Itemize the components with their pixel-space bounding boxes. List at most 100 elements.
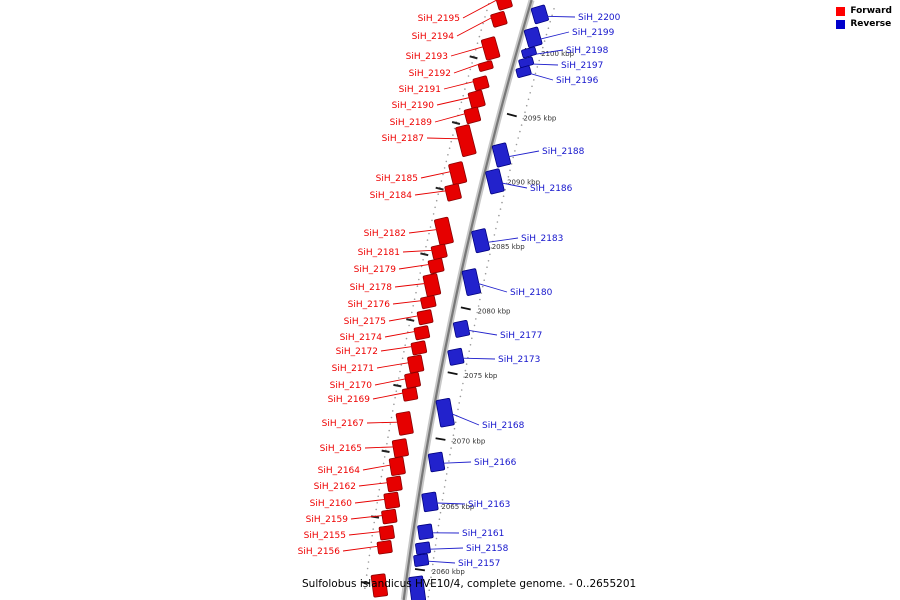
gene-label-SiH_2188[interactable]: SiH_2188 bbox=[542, 147, 585, 157]
minor-tick-dot bbox=[418, 278, 420, 281]
gene-block-SiH_2189[interactable] bbox=[463, 106, 482, 125]
gene-block-SiH_2163[interactable] bbox=[421, 491, 439, 513]
gene-block-SiH_2161[interactable] bbox=[417, 523, 434, 540]
gene-block-SiH_2157[interactable] bbox=[413, 553, 430, 567]
gene-block-SiH_2171[interactable] bbox=[407, 354, 425, 374]
gene-block-SiH_2179[interactable] bbox=[427, 257, 445, 274]
gene-block-SiH_2166[interactable] bbox=[427, 451, 446, 473]
gene-block-SiH_2195[interactable] bbox=[495, 0, 513, 11]
gene-block-SiH_2172[interactable] bbox=[410, 340, 428, 356]
gene-label-SiH_2182[interactable]: SiH_2182 bbox=[364, 229, 406, 239]
gene-label-SiH_2156[interactable]: SiH_2156 bbox=[298, 547, 341, 557]
gene-block-SiH_2191[interactable] bbox=[472, 75, 490, 91]
gene-block-SiH_2174[interactable] bbox=[413, 325, 431, 341]
gene-label-SiH_2165[interactable]: SiH_2165 bbox=[320, 444, 362, 454]
gene-block-SiH_2194[interactable] bbox=[490, 11, 508, 28]
gene-block-SiH_2162[interactable] bbox=[386, 475, 403, 493]
gene-block-SiH_2193[interactable] bbox=[480, 36, 501, 61]
gene-label-SiH_2179[interactable]: SiH_2179 bbox=[354, 265, 397, 275]
gene-block-SiH_2192[interactable] bbox=[477, 60, 494, 72]
gene-label-SiH_2158[interactable]: SiH_2158 bbox=[466, 544, 509, 554]
gene-label-SiH_2167[interactable]: SiH_2167 bbox=[322, 419, 364, 429]
gene-label-SiH_2194[interactable]: SiH_2194 bbox=[412, 32, 455, 42]
gene-label-SiH_2195[interactable]: SiH_2195 bbox=[418, 14, 460, 24]
minor-tick-dot bbox=[520, 124, 523, 126]
gene-block-SiH_2167[interactable] bbox=[395, 411, 414, 436]
minor-tick-dot bbox=[389, 423, 392, 425]
gene-block-SiH_2187[interactable] bbox=[455, 124, 477, 157]
gene-block-SiH_2190[interactable] bbox=[467, 89, 486, 109]
gene-label-SiH_2186[interactable]: SiH_2186 bbox=[530, 184, 573, 194]
minor-tick-dot bbox=[438, 518, 441, 520]
gene-block-SiH_2184[interactable] bbox=[444, 183, 462, 202]
gene-label-SiH_2191[interactable]: SiH_2191 bbox=[399, 85, 441, 95]
gene-label-SiH_2164[interactable]: SiH_2164 bbox=[318, 466, 361, 476]
gene-label-SiH_2160[interactable]: SiH_2160 bbox=[310, 499, 353, 509]
gene-block-SiH_2180[interactable] bbox=[461, 268, 482, 296]
gene-block-SiH_2156[interactable] bbox=[376, 540, 393, 555]
gene-label-SiH_2199[interactable]: SiH_2199 bbox=[572, 28, 615, 38]
gene-label-SiH_2166[interactable]: SiH_2166 bbox=[474, 458, 517, 468]
gene-label-SiH_2184[interactable]: SiH_2184 bbox=[370, 191, 413, 201]
gene-block-SiH_2169[interactable] bbox=[401, 386, 419, 402]
gene-label-SiH_2178[interactable]: SiH_2178 bbox=[350, 283, 393, 293]
gene-label-SiH_2187[interactable]: SiH_2187 bbox=[382, 134, 424, 144]
gene-label-SiH_2196[interactable]: SiH_2196 bbox=[556, 76, 599, 86]
gene-label-SiH_2176[interactable]: SiH_2176 bbox=[348, 300, 391, 310]
gene-block-SiH_2173[interactable] bbox=[447, 347, 465, 366]
gene-label-SiH_2190[interactable]: SiH_2190 bbox=[392, 101, 435, 111]
gene-label-SiH_2155[interactable]: SiH_2155 bbox=[304, 531, 346, 541]
gene-block-SiH_2175[interactable] bbox=[416, 309, 434, 326]
gene-block-SiH_2186[interactable] bbox=[485, 168, 505, 195]
gene-label-SiH_2197[interactable]: SiH_2197 bbox=[561, 61, 603, 71]
gene-label-SiH_2174[interactable]: SiH_2174 bbox=[340, 333, 383, 343]
gene-block-unlabeled[interactable] bbox=[370, 573, 389, 598]
gene-label-SiH_2157[interactable]: SiH_2157 bbox=[458, 559, 500, 569]
gene-block-SiH_2168[interactable] bbox=[435, 398, 455, 428]
gene-block-SiH_2182[interactable] bbox=[434, 216, 454, 246]
gene-label-SiH_2161[interactable]: SiH_2161 bbox=[462, 529, 504, 539]
gene-block-SiH_2181[interactable] bbox=[430, 243, 448, 260]
gene-block-SiH_2160[interactable] bbox=[383, 491, 401, 510]
gene-label-SiH_2175[interactable]: SiH_2175 bbox=[344, 317, 386, 327]
gene-label-SiH_2192[interactable]: SiH_2192 bbox=[409, 69, 451, 79]
gene-block-SiH_2198[interactable] bbox=[521, 46, 537, 59]
gene-label-SiH_2185[interactable]: SiH_2185 bbox=[376, 174, 418, 184]
gene-label-SiH_2169[interactable]: SiH_2169 bbox=[328, 395, 371, 405]
gene-label-SiH_2163[interactable]: SiH_2163 bbox=[468, 500, 510, 510]
gene-block-SiH_2185[interactable] bbox=[448, 161, 468, 186]
gene-label-SiH_2198[interactable]: SiH_2198 bbox=[566, 46, 609, 56]
gene-block-SiH_2164[interactable] bbox=[388, 456, 406, 476]
gene-label-SiH_2180[interactable]: SiH_2180 bbox=[510, 288, 553, 298]
gene-label-SiH_2193[interactable]: SiH_2193 bbox=[406, 52, 448, 62]
gene-block-SiH_2200[interactable] bbox=[530, 4, 549, 25]
gene-block-SiH_2177[interactable] bbox=[453, 320, 470, 338]
minor-tick-dot bbox=[380, 475, 383, 478]
gene-block-SiH_2178[interactable] bbox=[422, 273, 442, 297]
gene-label-SiH_2168[interactable]: SiH_2168 bbox=[482, 421, 525, 431]
gene-label-SiH_2189[interactable]: SiH_2189 bbox=[390, 118, 433, 128]
gene-label-SiH_2181[interactable]: SiH_2181 bbox=[358, 248, 400, 258]
gene-label-SiH_2200[interactable]: SiH_2200 bbox=[578, 13, 621, 23]
gene-block-SiH_2196[interactable] bbox=[515, 65, 532, 78]
gene-block-SiH_2199[interactable] bbox=[523, 26, 543, 48]
gene-block-SiH_2155[interactable] bbox=[378, 525, 395, 541]
gene-label-SiH_2162[interactable]: SiH_2162 bbox=[314, 482, 356, 492]
gene-block-SiH_2170[interactable] bbox=[404, 371, 421, 389]
gene-label-SiH_2171[interactable]: SiH_2171 bbox=[332, 364, 374, 374]
gene-label-SiH_2172[interactable]: SiH_2172 bbox=[336, 347, 378, 357]
gene-label-SiH_2170[interactable]: SiH_2170 bbox=[330, 381, 373, 391]
gene-label-SiH_2159[interactable]: SiH_2159 bbox=[306, 515, 349, 525]
gene-block-SiH_2165[interactable] bbox=[391, 438, 409, 458]
gene-block-SiH_2183[interactable] bbox=[471, 228, 491, 254]
gene-block-SiH_2159[interactable] bbox=[381, 508, 398, 525]
minor-tick-dot bbox=[415, 291, 417, 294]
gene-block-SiH_2188[interactable] bbox=[491, 142, 512, 168]
gene-block-SiH_2176[interactable] bbox=[420, 295, 437, 310]
gene-label-SiH_2173[interactable]: SiH_2173 bbox=[498, 355, 540, 365]
gene-label-SiH_2183[interactable]: SiH_2183 bbox=[521, 234, 563, 244]
gene-block-unlabeled[interactable] bbox=[408, 575, 427, 600]
gene-block-SiH_2158[interactable] bbox=[415, 541, 431, 555]
gene-label-SiH_2177[interactable]: SiH_2177 bbox=[500, 331, 542, 341]
minor-tick-dot bbox=[458, 402, 461, 404]
